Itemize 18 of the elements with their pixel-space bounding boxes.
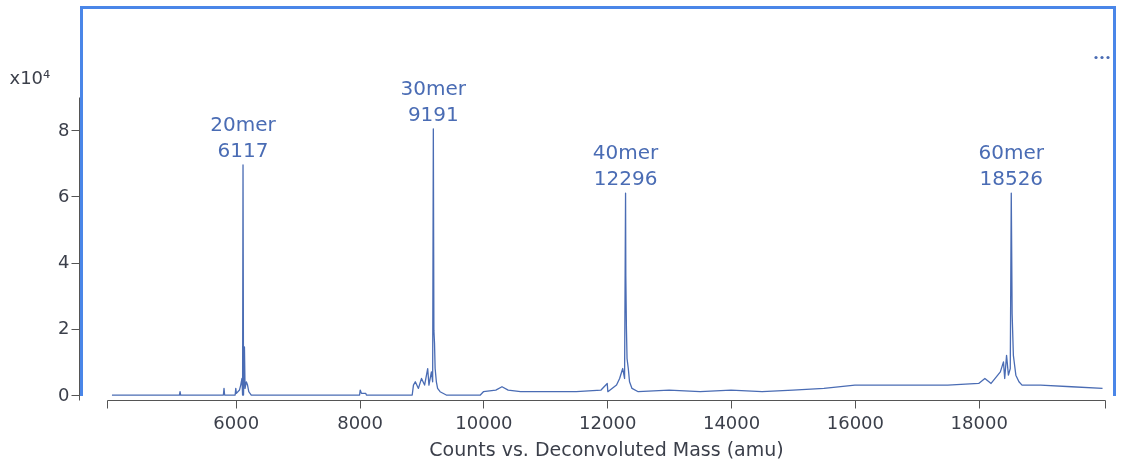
annotation: 40mer 12296 — [592, 140, 660, 191]
y-tick-label: 2 — [58, 317, 70, 339]
annotation: 20mer 6117 — [210, 111, 277, 162]
x-tick-label: 14000 — [702, 411, 761, 433]
annotation: 30mer 9191 — [400, 75, 467, 126]
x-axis-title: Counts vs. Deconvoluted Mass (amu) — [429, 437, 784, 460]
y-tick-label: 8 — [58, 118, 70, 140]
y-axis-title: x10⁴ — [9, 66, 51, 88]
annotation: 60mer 18526 — [978, 140, 1045, 191]
x-tick-label: 16000 — [826, 411, 885, 433]
x-tick-label: 6000 — [213, 411, 260, 433]
y-tick-label: 6 — [58, 184, 70, 206]
x-tick-label: 10000 — [455, 411, 513, 433]
x-tick-label: 18000 — [950, 411, 1008, 433]
y-tick-label: 0 — [58, 383, 70, 405]
x-tick-label: 8000 — [337, 411, 383, 433]
y-tick-label: 4 — [58, 251, 70, 273]
x-tick-label: 12000 — [579, 411, 637, 433]
